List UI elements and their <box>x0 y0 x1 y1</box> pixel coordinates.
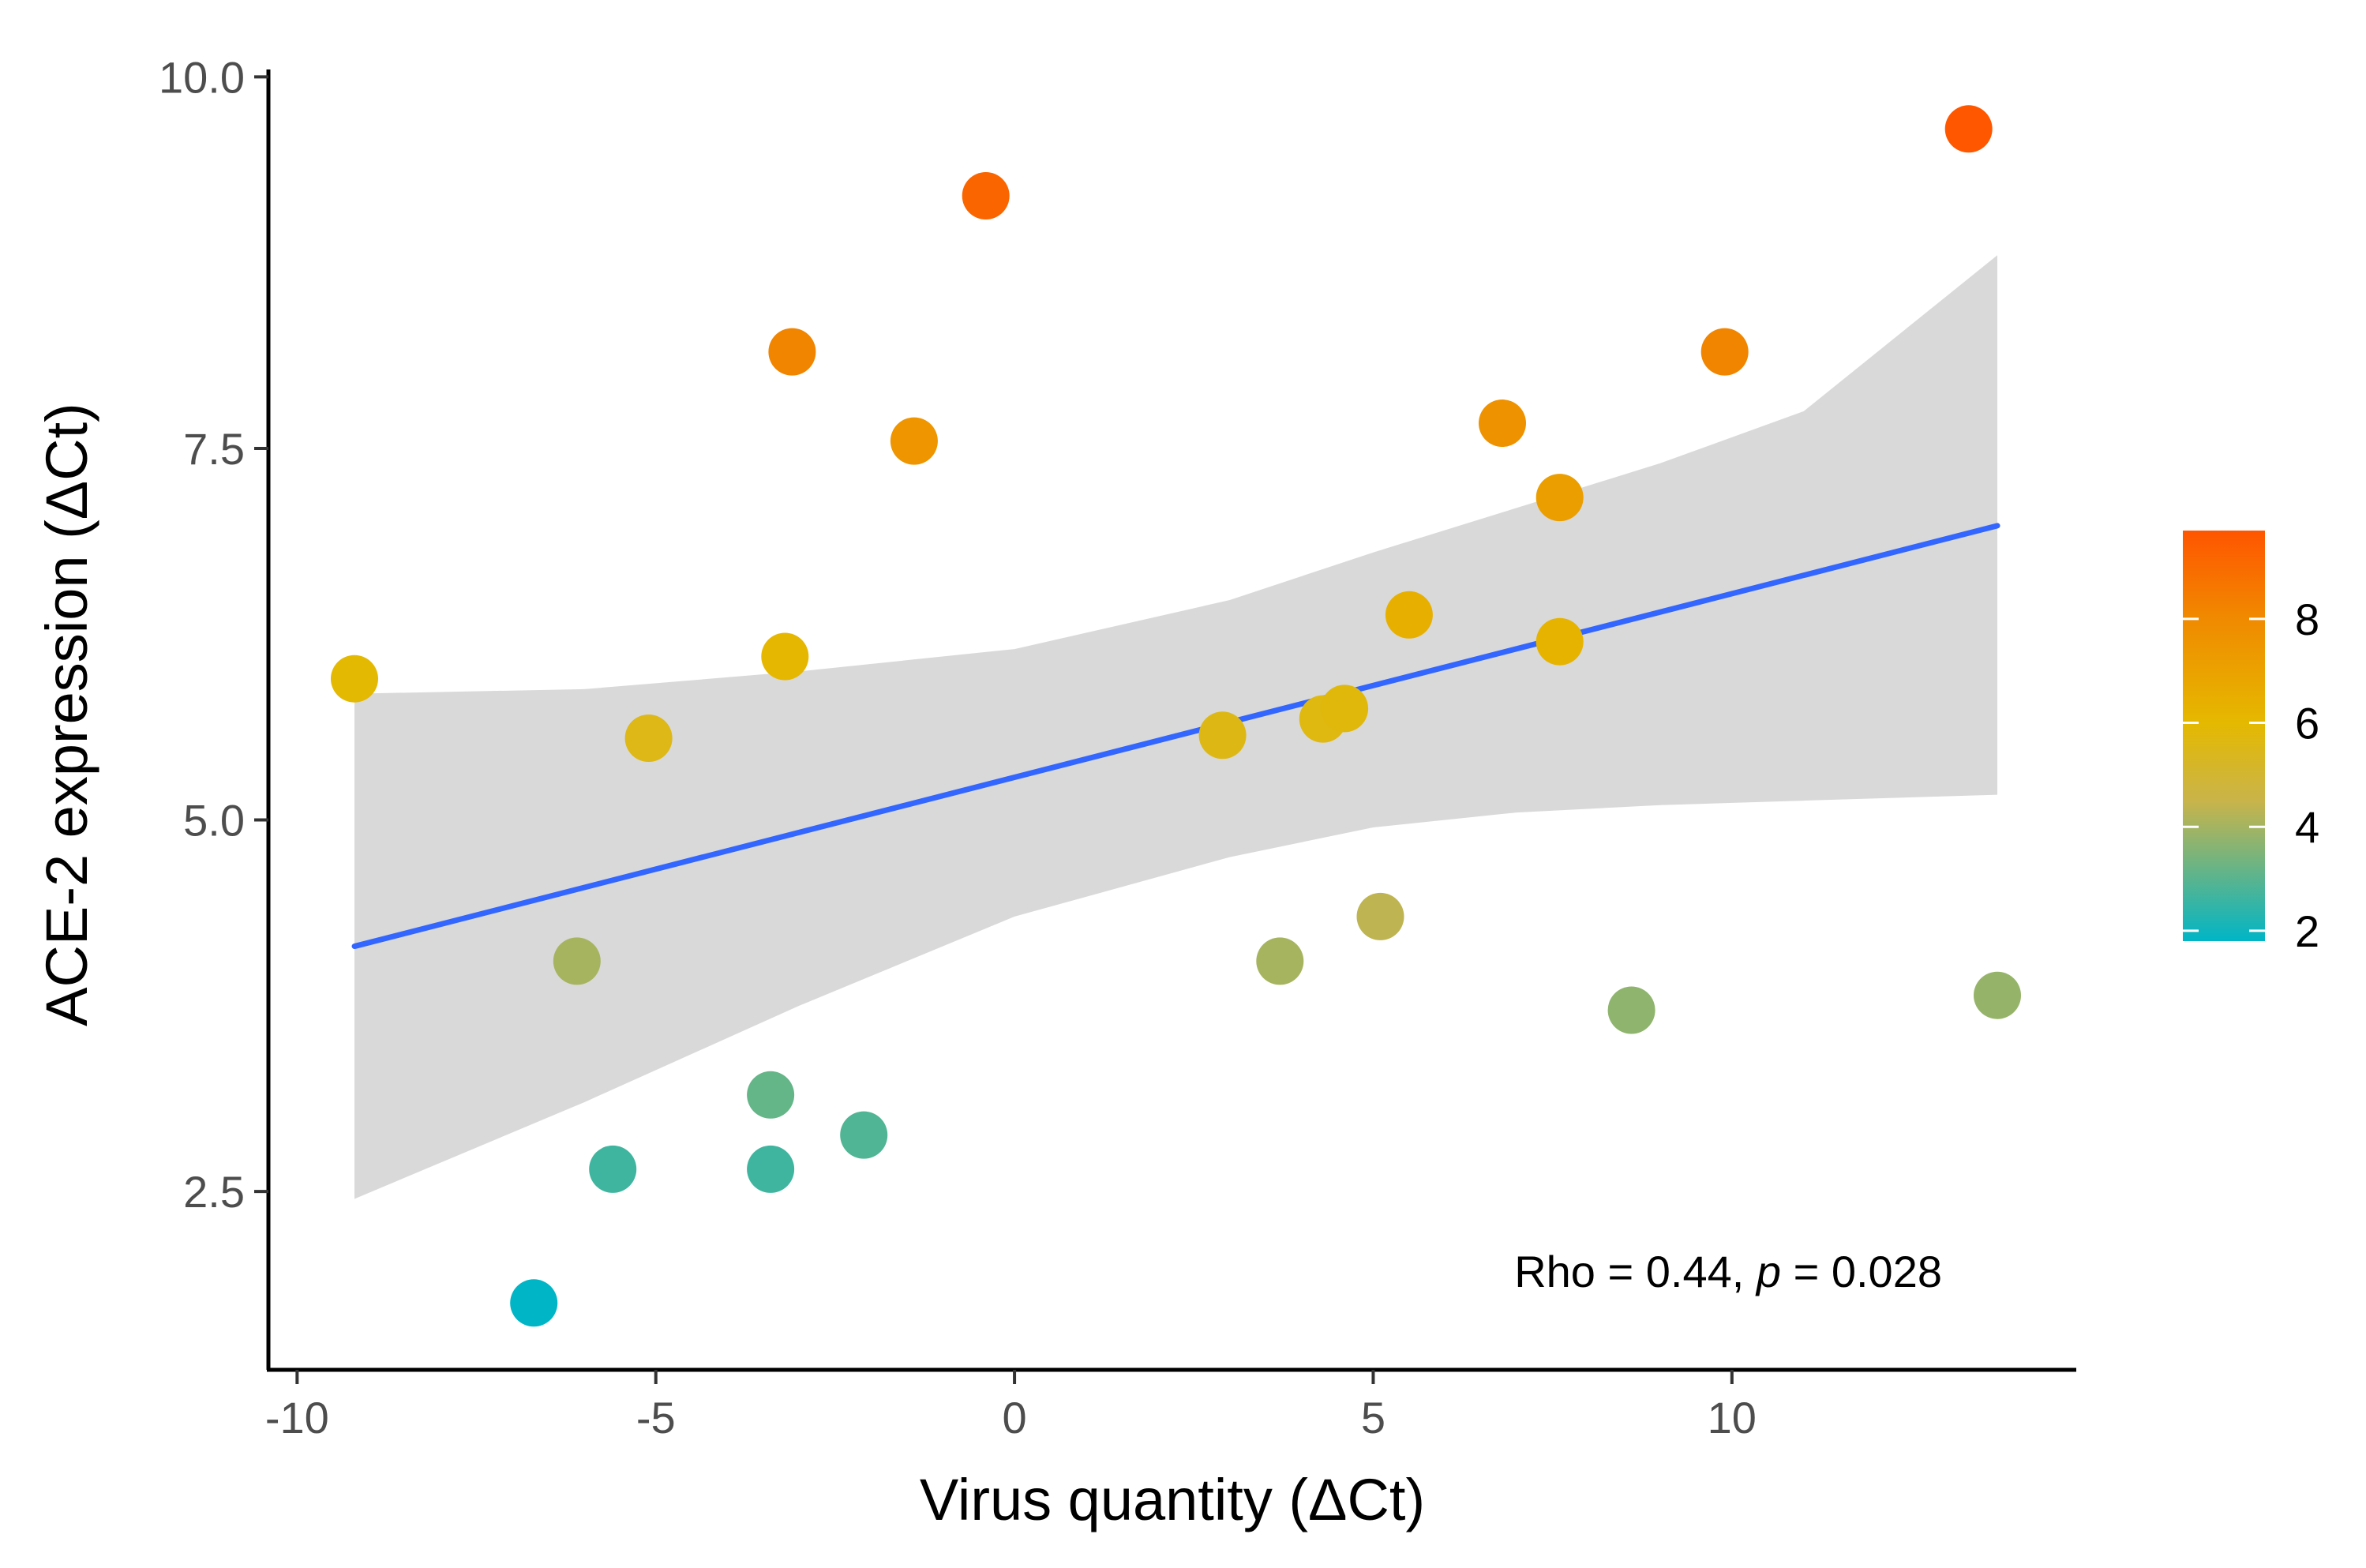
annotation-prefix: Rho = 0.44, <box>1514 1247 1757 1296</box>
x-ticks-layer: -10 -5 0 5 10 <box>265 1370 1757 1442</box>
data-point-8 <box>761 632 809 681</box>
data-point-14 <box>1256 937 1304 985</box>
data-point-20 <box>1535 474 1584 522</box>
data-point-5 <box>624 715 673 762</box>
x-tick-label: 10 <box>1708 1393 1757 1442</box>
colorbar-tick-label: 6 <box>2295 699 2319 748</box>
x-tick-label: 5 <box>1361 1393 1385 1442</box>
y-tick-label: 7.5 <box>183 424 245 474</box>
data-point-16 <box>1321 685 1369 733</box>
data-point-3 <box>553 937 601 985</box>
colorbar <box>2183 531 2265 941</box>
y-axis-title: ACE-2 expression (ΔCt) <box>34 403 99 1026</box>
data-point-6 <box>747 1071 795 1119</box>
y-ticks-layer: 2.5 5.0 7.5 10.0 <box>159 52 268 1217</box>
data-point-23 <box>1700 328 1749 376</box>
data-point-1 <box>331 655 378 703</box>
confidence-band-layer <box>354 255 1997 1199</box>
data-point-12 <box>962 172 1010 219</box>
y-tick-label: 10.0 <box>159 52 245 102</box>
trend-line <box>351 523 2000 950</box>
data-point-25 <box>1974 971 2021 1019</box>
data-point-19 <box>1479 400 1526 447</box>
data-point-17 <box>1356 892 1404 940</box>
x-axis-title: Virus quantity (ΔCt) <box>920 1467 1425 1532</box>
x-tick-label: -5 <box>636 1393 676 1442</box>
data-point-18 <box>1385 591 1433 639</box>
confidence-band <box>354 255 1997 1199</box>
data-points-layer <box>331 105 2021 1327</box>
data-point-22 <box>1607 986 1655 1034</box>
data-point-11 <box>890 417 938 465</box>
data-point-10 <box>840 1111 888 1159</box>
y-tick-label: 5.0 <box>183 796 245 846</box>
trend-line-layer <box>351 523 2000 950</box>
data-point-13 <box>1198 711 1247 760</box>
data-point-2 <box>510 1279 558 1327</box>
colorbar-tick-label: 2 <box>2295 906 2319 956</box>
colorbar-tick-label: 4 <box>2295 802 2319 852</box>
data-point-9 <box>768 328 816 376</box>
correlation-annotation: Rho = 0.44, p = 0.028 <box>1514 1247 1942 1296</box>
data-point-21 <box>1535 617 1584 666</box>
axes-layer <box>266 69 2076 1372</box>
y-tick-label: 2.5 <box>183 1167 245 1217</box>
colorbar-tick-label: 8 <box>2295 595 2319 644</box>
colorbar-ticks: 2 4 6 8 <box>2183 595 2319 956</box>
data-point-24 <box>1944 105 1993 153</box>
annotation-p-italic: p <box>1755 1247 1781 1296</box>
x-tick-label: 0 <box>1003 1393 1027 1442</box>
data-point-7 <box>747 1145 795 1193</box>
color-legend: 2 4 6 8 <box>2183 531 2319 956</box>
x-tick-label: -10 <box>265 1393 329 1442</box>
annotation-suffix: = 0.028 <box>1781 1247 1942 1296</box>
data-point-4 <box>589 1145 637 1193</box>
